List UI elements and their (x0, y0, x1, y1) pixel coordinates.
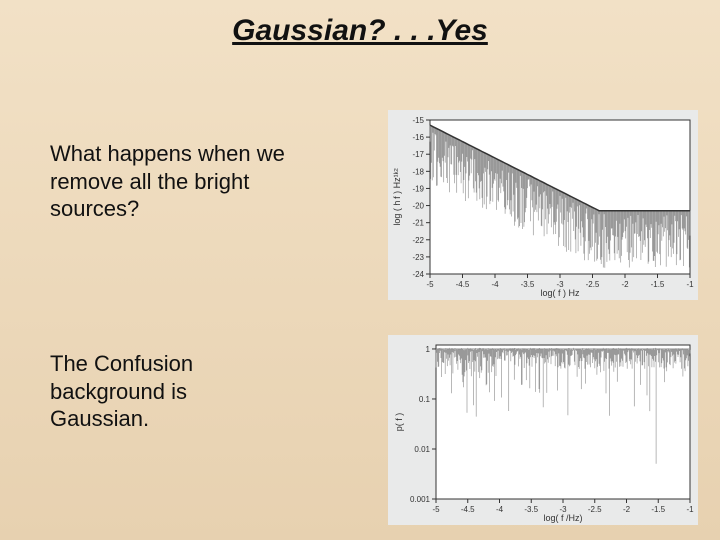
paragraph-confusion-gaussian: The Confusion background is Gaussian. (50, 350, 193, 433)
svg-text:-24: -24 (412, 270, 424, 279)
svg-text:-5: -5 (432, 505, 440, 514)
svg-text:-1.5: -1.5 (651, 505, 665, 514)
svg-text:-4: -4 (491, 280, 499, 289)
spectrum-chart-plot: -5-4.5-4-3.5-3-2.5-2-1.5-1-24-23-22-21-2… (392, 116, 694, 298)
pvalue-chart: -5-4.5-4-3.5-3-2.5-2-1.5-10.0010.010.11l… (388, 335, 698, 525)
svg-text:log( f /Hz): log( f /Hz) (543, 513, 582, 523)
pvalue-chart-plot: -5-4.5-4-3.5-3-2.5-2-1.5-10.0010.010.11l… (394, 345, 694, 523)
spectrum-chart: -5-4.5-4-3.5-3-2.5-2-1.5-1-24-23-22-21-2… (388, 110, 698, 300)
svg-text:-15: -15 (412, 116, 424, 125)
pvalue-chart-svg: -5-4.5-4-3.5-3-2.5-2-1.5-10.0010.010.11l… (388, 335, 698, 525)
svg-text:-17: -17 (412, 150, 424, 159)
slide: Gaussian? . . .Yes What happens when we … (0, 0, 720, 540)
svg-text:-1: -1 (686, 505, 694, 514)
svg-text:-3.5: -3.5 (524, 505, 538, 514)
svg-text:1: 1 (426, 345, 431, 354)
svg-text:-3.5: -3.5 (521, 280, 535, 289)
svg-text:-1.5: -1.5 (651, 280, 665, 289)
paragraph-remove-sources: What happens when we remove all the brig… (50, 140, 285, 223)
svg-text:-2: -2 (623, 505, 631, 514)
svg-text:-18: -18 (412, 167, 424, 176)
svg-text:-23: -23 (412, 253, 424, 262)
svg-text:-1: -1 (686, 280, 694, 289)
svg-text:-16: -16 (412, 133, 424, 142)
svg-text:-21: -21 (412, 219, 424, 228)
svg-text:-19: -19 (412, 184, 424, 193)
spectrum-chart-svg: -5-4.5-4-3.5-3-2.5-2-1.5-1-24-23-22-21-2… (388, 110, 698, 300)
svg-text:-2: -2 (621, 280, 629, 289)
svg-text:-4.5: -4.5 (456, 280, 470, 289)
svg-text:p( f ): p( f ) (394, 413, 404, 432)
svg-text:-4.5: -4.5 (461, 505, 475, 514)
slide-title: Gaussian? . . .Yes (0, 14, 720, 48)
svg-text:0.001: 0.001 (410, 495, 431, 504)
svg-text:-5: -5 (426, 280, 434, 289)
svg-text:0.1: 0.1 (419, 395, 431, 404)
svg-text:-4: -4 (496, 505, 504, 514)
svg-text:-20: -20 (412, 202, 424, 211)
svg-text:log( f ) Hz: log( f ) Hz (540, 288, 580, 298)
svg-text:-2.5: -2.5 (586, 280, 600, 289)
svg-text:log ( h f ) Hz¹ᵏ²: log ( h f ) Hz¹ᵏ² (392, 168, 402, 225)
svg-text:-22: -22 (412, 236, 424, 245)
svg-text:-2.5: -2.5 (588, 505, 602, 514)
svg-text:0.01: 0.01 (414, 445, 430, 454)
